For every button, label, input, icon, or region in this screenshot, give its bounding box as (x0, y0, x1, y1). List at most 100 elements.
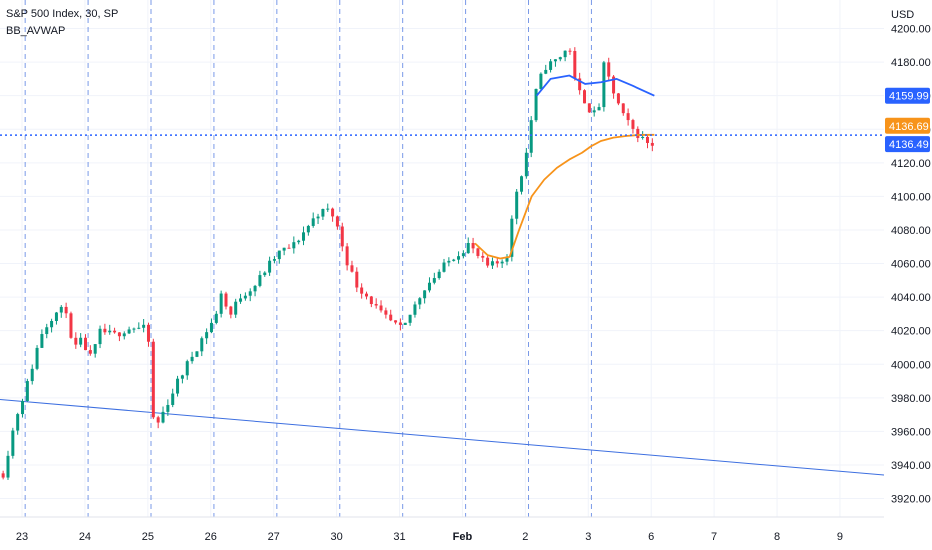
avwap-blue-line (535, 74, 655, 97)
candle-body (146, 324, 150, 342)
candle-body (650, 142, 654, 146)
candle-body (641, 136, 645, 138)
trendline-layer[interactable] (0, 399, 885, 476)
candle-body (476, 248, 480, 256)
candle-body (253, 285, 257, 292)
candle-body (418, 298, 422, 305)
price-axis[interactable]: USD 4200.004180.004160.004140.004120.004… (891, 9, 931, 506)
price-tag-bg (885, 117, 930, 134)
candle-body (50, 320, 54, 328)
candle-body (384, 310, 388, 315)
price-tag-bg (885, 87, 930, 104)
candle-body (30, 368, 34, 382)
candle-body (520, 176, 524, 192)
symbol-title[interactable]: S&P 500 Index, 30, SP (6, 8, 119, 20)
candle-body (636, 128, 640, 138)
candle-body (137, 327, 141, 329)
candle-body (602, 62, 606, 108)
candle-body (621, 103, 625, 114)
y-tick-label: 4000.00 (891, 359, 931, 371)
candle-body (432, 278, 436, 283)
candle-body (54, 312, 58, 321)
x-tick-label: 6 (648, 531, 654, 543)
candle-body (529, 120, 533, 153)
candle-body (355, 271, 359, 288)
candle-body (369, 296, 373, 305)
candle-body (214, 313, 218, 323)
candle-body (486, 257, 490, 266)
price-tags: 4159.99 4136.69 4136.49 (885, 87, 930, 153)
candle-body (35, 347, 39, 369)
candle-body (539, 73, 543, 89)
candle-body (1, 473, 5, 478)
x-tick-label: 23 (16, 531, 28, 543)
candle-body (176, 378, 180, 394)
candle-body (16, 414, 20, 431)
candle-body (553, 59, 557, 62)
candle-body (316, 216, 320, 219)
candle-body (592, 110, 596, 113)
candle-body (447, 260, 451, 263)
candle-body (495, 261, 499, 264)
candle-body (229, 306, 233, 315)
candle-body (108, 330, 112, 333)
candle-body (302, 232, 306, 241)
candle-body (40, 334, 44, 348)
grid-lines (0, 0, 884, 517)
candle-body (234, 301, 238, 315)
candle-body (398, 322, 402, 325)
price-tag-label: 4159.99 (889, 91, 929, 103)
candle-body (631, 120, 635, 129)
candle-body (442, 262, 446, 272)
y-tick-label: 4080.00 (891, 225, 931, 237)
candle-body (122, 333, 126, 337)
candle-body (427, 282, 431, 291)
candle-body (156, 417, 160, 423)
candle-body (403, 322, 407, 325)
price-tag: 4159.99 (885, 87, 930, 104)
candle-body (481, 255, 485, 258)
candles-layer (1, 47, 654, 480)
candle-body (25, 381, 29, 402)
candle-body (597, 107, 601, 111)
candle-body (645, 136, 649, 143)
x-tick-label: 25 (142, 531, 154, 543)
candle-body (505, 256, 509, 262)
y-tick-label: 4060.00 (891, 259, 931, 271)
y-tick-label: 4100.00 (891, 191, 931, 203)
time-axis[interactable]: 23 24 25 26 27 30 31 Feb 2 3 6 7 8 9 (0, 516, 884, 543)
candle-body (268, 260, 272, 273)
x-tick-label: 27 (268, 531, 280, 543)
candle-body (272, 259, 276, 261)
candle-body (84, 337, 88, 351)
candle-body (466, 242, 470, 254)
candle-body (224, 293, 228, 307)
candle-body (350, 265, 354, 272)
candle-body (578, 78, 582, 91)
candle-body (117, 332, 121, 337)
price-tag-label: 4136.49 (889, 139, 929, 151)
avwap-layer (474, 74, 655, 260)
candle-body (263, 272, 267, 276)
indicator-title[interactable]: BB_AVWAP (6, 25, 66, 37)
candle-body (389, 314, 393, 321)
candle-body (93, 344, 97, 354)
candle-body (490, 261, 494, 266)
candle-body (331, 208, 335, 217)
candle-body (534, 88, 538, 121)
candle-body (549, 61, 553, 70)
candle-body (209, 322, 213, 333)
candle-body (515, 191, 519, 219)
price-tag-bg (885, 136, 930, 153)
candle-body (292, 242, 296, 249)
currency-label: USD (891, 9, 914, 21)
candle-body (558, 57, 562, 60)
candle-body (583, 90, 587, 104)
candle-body (500, 261, 504, 264)
candle-body (195, 351, 199, 357)
candle-body (287, 247, 291, 249)
candle-body (59, 306, 63, 313)
x-tick-label: 30 (330, 531, 342, 543)
candle-body (311, 218, 315, 226)
